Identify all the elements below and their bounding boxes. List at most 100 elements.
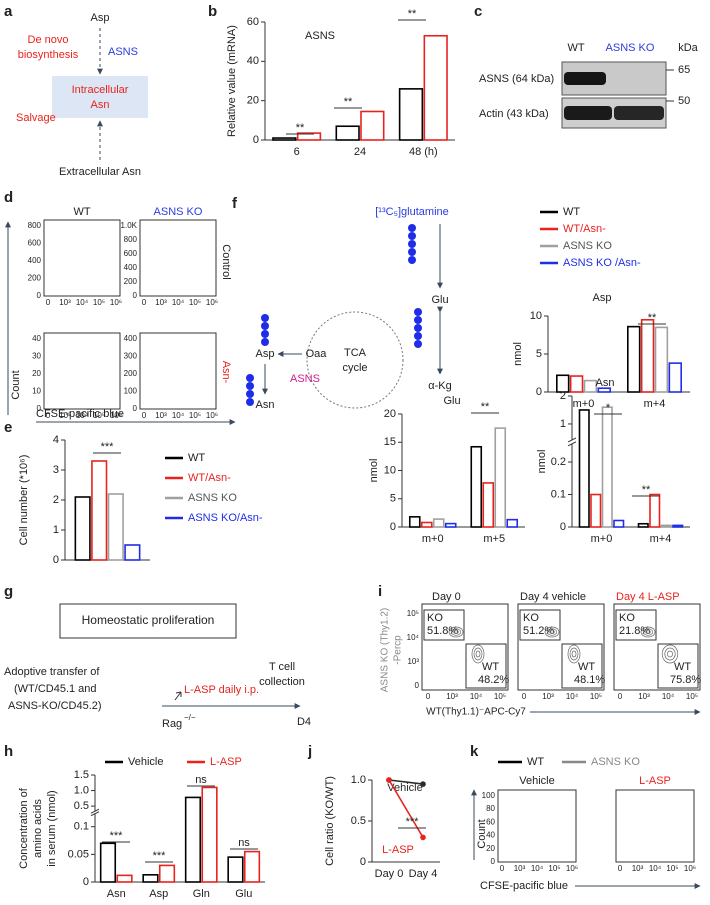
bar [668,362,682,393]
contour [640,626,656,638]
label: (WT/CD45.1 and [14,683,97,695]
y-tick-label: 0.1 [551,488,566,500]
row-label: Control [220,244,232,279]
panel-title: Vehicle [519,775,554,787]
x-tick-label: Glu [235,888,252,900]
syringe [174,691,182,701]
bar [184,796,202,883]
contour [549,629,555,635]
contour [667,650,673,658]
bar [423,34,448,141]
panel-labels: a b c d e f g h i j k [4,3,482,760]
contour [569,647,579,661]
panel-label: a [4,3,13,20]
bar [506,518,519,528]
y-axis-label: nmol [536,450,548,474]
bar [470,445,483,528]
node: Asp [256,348,275,360]
plot-frame [613,603,701,691]
bar [432,518,445,528]
y-tick-label: 20 [32,369,41,378]
legend-label: WT [563,206,580,218]
lane-label: WT [567,42,584,54]
y-tick-label: 0 [83,876,89,888]
bar [583,379,598,393]
node: Oaa [306,348,328,360]
x-tick-label: 10⁴ [470,692,483,701]
gate [561,643,603,689]
blot-c: WT ASNS KO kDa ASNS (64 kDa) Actin (43 k… [479,42,699,129]
x-tick-label: 10⁵ [93,298,105,307]
y-tick-label: 15 [384,436,396,448]
y-tick-label: 5 [390,493,396,505]
gate-value: 51.2% [523,625,554,637]
y-tick-label: 10 [32,387,41,396]
plot-frame [139,332,217,410]
label-atoms [246,224,422,406]
x-tick-label: 10³ [59,298,71,307]
x-tick-label: 0 [500,864,505,873]
axis-break [567,437,577,443]
bar [360,110,385,141]
legend-label: ASNS KO [591,756,640,768]
diagram-g: Homeostatic proliferation Adoptive trans… [4,603,311,730]
y-axis-label: nmol [512,342,524,366]
gate [465,643,507,689]
y-tick-label: 0 [415,681,420,690]
bar [142,874,159,883]
gate-label: KO [619,612,635,624]
axis-label: Count [10,370,22,399]
y-tick-label: 80 [486,804,495,813]
x-tick-label: 10⁴ [566,692,579,701]
bar [107,493,124,561]
y-axis-label: nmol [368,459,380,483]
gate-value: 48.2% [478,674,509,686]
line-label: L-ASP [382,844,414,856]
contour [448,626,464,638]
x-tick-label: 24 [354,146,366,158]
bar [444,522,457,528]
flow-i: ASNS KO (Thy1.2) -Percp WT(Thy1.1)⁻APC-C… [380,608,701,718]
y-tick-label: 3 [53,464,59,476]
panel-label: c [474,3,482,20]
y-axis-label: Relative value (mRNA) [226,25,238,137]
y-tick-label: 0 [560,521,566,533]
node: α-Kg [428,380,451,392]
panel-title: Day 4 vehicle [520,591,586,603]
significance: *** [153,850,167,862]
y-tick-label: 30 [32,352,41,361]
bar [482,482,495,528]
significance: ** [642,484,651,496]
marker: 50 [678,95,690,107]
significance: ** [648,312,657,324]
y-tick-label: 20 [247,95,259,107]
y-tick-label: 60 [247,16,259,28]
gate-value: 75.8% [670,674,701,686]
bar [408,516,421,528]
gate-value: 21.8% [619,625,650,637]
gate [615,609,657,641]
treatment: L-ASP daily i.p. [184,684,259,696]
y-tick-label: 40 [247,55,259,67]
gate-label: KO [523,612,539,624]
bar [613,519,625,528]
panel-label: e [4,419,12,436]
gate-label: WT [578,661,595,673]
plot-frame [517,603,605,691]
label: Salvage [16,112,56,124]
point [420,781,426,787]
axis-label: Count [476,819,488,848]
panel-title: Day 0 [432,591,461,603]
y-tick-label: 1.0K [121,221,138,230]
y-tick-label: 1 [53,524,59,536]
chart-title: Glu [443,395,460,407]
bar [556,374,570,393]
lane-label: ASNS KO [606,42,655,54]
x-tick-label: 10⁶ [206,411,218,420]
node: Glu [431,294,448,306]
legend-label: WT/Asn- [563,223,606,235]
x-tick-label: 48 (h) [409,146,438,158]
x-tick-label: 6 [294,146,300,158]
y-tick-label: 600 [124,249,138,258]
y-tick-label: 0 [37,291,42,300]
